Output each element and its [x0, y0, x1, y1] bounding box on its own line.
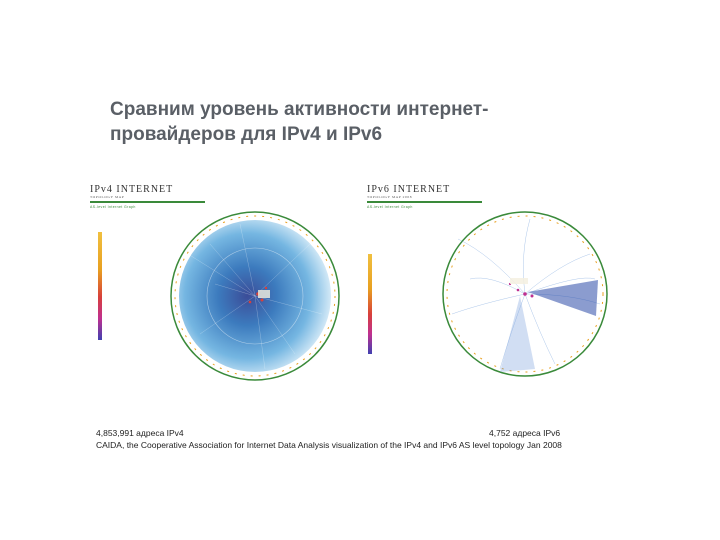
ipv4-ring-ticks — [174, 215, 336, 377]
ipv6-topology-figure: IPv6 INTERNET TOPOLOGY MAP 2008 AS-level… — [360, 184, 630, 394]
ipv4-figure-subtitle: TOPOLOGY MAP — [90, 195, 125, 199]
ipv4-figure-org: AS-level Internet Graph — [90, 205, 136, 209]
ipv6-figure-rule — [367, 201, 482, 203]
ipv6-legend-color-bar — [368, 254, 372, 354]
ipv4-topology-figure: IPv4 INTERNET TOPOLOGY MAP AS-level Inte… — [90, 184, 360, 394]
ipv6-figure-org: AS-level Internet Graph — [367, 205, 413, 209]
ipv4-figure-title: IPv4 INTERNET — [90, 184, 174, 195]
ipv4-address-count: 4,853,991 адреса IPv4 — [96, 428, 184, 438]
ipv6-figure-subtitle: TOPOLOGY MAP 2008 — [367, 195, 413, 199]
ipv6-core-nodes — [508, 282, 534, 298]
figure-caption: 4,853,991 адреса IPv4 4,752 адреса IPv6 … — [96, 428, 636, 464]
ipv4-inner-ring — [206, 247, 304, 345]
ipv4-core-label-box — [258, 290, 270, 298]
ipv6-topology-graph — [442, 211, 608, 377]
ipv6-lower-cluster — [500, 296, 535, 372]
ipv6-address-count: 4,752 адреса IPv6 — [489, 428, 561, 438]
slide-title-line-2: провайдеров для IPv4 и IPv6 — [110, 124, 383, 145]
ipv4-graph-disk — [179, 220, 331, 372]
ipv6-figure-header: IPv6 INTERNET TOPOLOGY MAP 2008 AS-level… — [367, 184, 497, 209]
ipv4-figure-rule — [90, 201, 205, 203]
ipv6-ring-ticks — [446, 215, 604, 373]
ipv4-figure-header: IPv4 INTERNET TOPOLOGY MAP AS-level Inte… — [90, 184, 220, 209]
caida-credit-line: CAIDA, the Cooperative Association for I… — [96, 440, 562, 450]
slide-title-line-1: Сравним уровень активности интернет- — [110, 99, 489, 120]
ipv4-legend-color-bar — [98, 232, 102, 340]
ipv4-outer-ring — [170, 211, 340, 381]
slide-title: Сравним уровень активности интернет- про… — [110, 97, 630, 147]
ipv4-topology-graph — [170, 211, 340, 381]
ipv6-dense-cluster — [528, 280, 598, 316]
ipv4-edges — [187, 223, 323, 370]
ipv6-core-label-box — [510, 278, 528, 284]
ipv6-figure-title: IPv6 INTERNET — [367, 184, 451, 195]
